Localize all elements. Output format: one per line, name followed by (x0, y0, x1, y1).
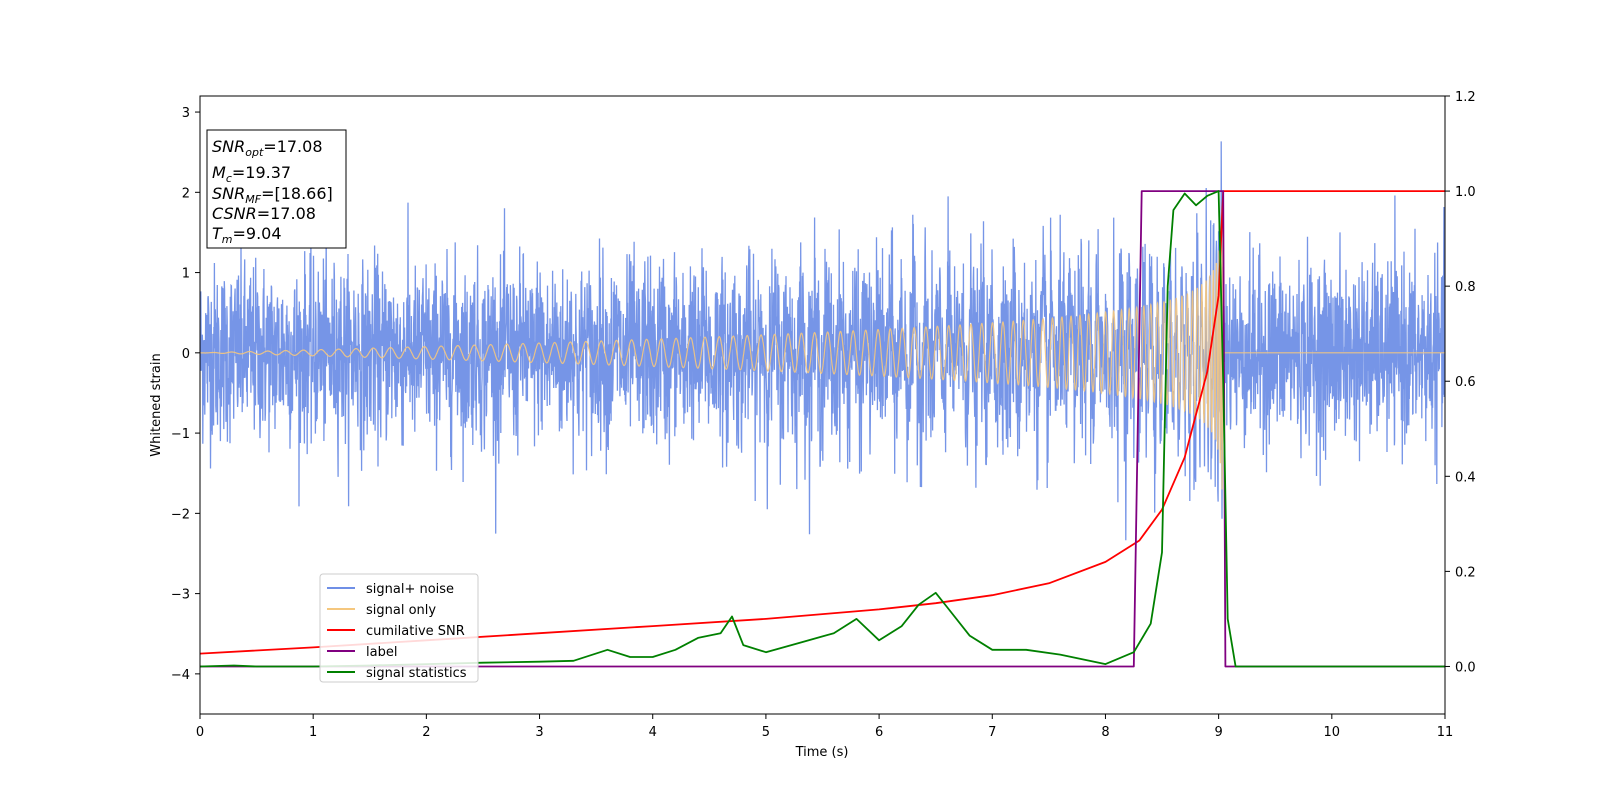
y-tick-label: 0 (182, 347, 190, 362)
x-tick-label: 8 (1101, 725, 1109, 740)
mc-value: =19.37 (232, 163, 291, 182)
x-tick-label: 4 (649, 725, 657, 740)
y2-tick-label: 1.2 (1455, 90, 1476, 105)
mc-label: M (212, 163, 226, 182)
x-axis-label: Time (s) (795, 745, 849, 760)
signal-noise-series (200, 141, 1445, 541)
y-tick-label: −4 (171, 668, 190, 683)
legend: signal+ noise signal only cumilative SNR la… (319, 573, 479, 683)
signal-noise-line (200, 141, 1445, 541)
tm-sub: m (222, 233, 233, 246)
y2-tick-label: 0.0 (1455, 660, 1476, 675)
x-tick-label: 6 (875, 725, 883, 740)
cumulative-snr-line (200, 190, 1445, 655)
y-tick-label: 1 (182, 267, 190, 282)
svg-text:SNRMF=[18.66]: SNRMF=[18.66] (212, 184, 333, 206)
y2-tick-label: 0.2 (1455, 565, 1476, 580)
x-tick-label: 11 (1437, 725, 1454, 740)
signal-only-series (200, 203, 1445, 490)
x-tick-label: 2 (422, 725, 430, 740)
x-axis: 0 1 2 3 4 5 6 7 8 9 10 11 (196, 714, 1453, 740)
x-tick-label: 3 (535, 725, 543, 740)
y2-tick-label: 0.6 (1455, 375, 1476, 390)
legend-signal-noise-label: signal+ noise (366, 582, 454, 597)
tm-value: =9.04 (233, 224, 282, 243)
tm-label: T (212, 224, 223, 243)
x-tick-label: 0 (196, 725, 204, 740)
snr-opt-label: SNR (212, 137, 245, 156)
snr-opt-sub: opt (245, 146, 264, 159)
svg-text:Tm=9.04: Tm=9.04 (212, 224, 282, 246)
csnr-label: CSNR (212, 204, 257, 223)
y-tick-label: 2 (182, 186, 190, 201)
right-axis-series (200, 190, 1445, 668)
x-tick-label: 9 (1214, 725, 1222, 740)
snr-mf-sub: MF (245, 193, 261, 206)
snr-mf-label: SNR (212, 184, 245, 203)
signal-statistics-line (200, 190, 1445, 668)
x-tick-label: 5 (762, 725, 770, 740)
y2-tick-label: 0.8 (1455, 280, 1476, 295)
annotation-box: SNRopt=17.08 Mc=19.37 SNRMF=[18.66] CSNR… (206, 129, 347, 249)
svg-text:Mc=19.37: Mc=19.37 (212, 163, 291, 185)
svg-text:CSNR=17.08: CSNR=17.08 (212, 204, 316, 223)
csnr-value: =17.08 (257, 204, 316, 223)
y-axis-left: −4 −3 −2 −1 0 1 2 3 (171, 106, 200, 683)
mc-sub: c (226, 172, 232, 185)
x-tick-label: 1 (309, 725, 317, 740)
y-axis-right: 0.0 0.2 0.4 0.6 0.8 1.0 1.2 (1445, 90, 1476, 675)
y-tick-label: 3 (182, 106, 190, 121)
y-axis-label: Whitened strain (149, 353, 164, 456)
plot-frame (199, 95, 1446, 715)
x-tick-label: 7 (988, 725, 996, 740)
y-tick-label: −1 (171, 427, 190, 442)
y2-tick-label: 1.0 (1455, 185, 1476, 200)
y-tick-label: −3 (171, 588, 190, 603)
legend-label-label: label (366, 645, 397, 660)
snr-opt-value: =17.08 (263, 137, 322, 156)
y2-tick-label: 0.4 (1455, 470, 1476, 485)
legend-cumulative-snr-label: cumilative SNR (366, 624, 465, 639)
legend-signal-only-label: signal only (366, 603, 436, 618)
snr-mf-value: =[18.66] (261, 184, 333, 203)
y-tick-label: −2 (171, 507, 190, 522)
legend-signal-statistics-label: signal statistics (366, 666, 467, 681)
svg-text:SNRopt=17.08: SNRopt=17.08 (212, 137, 323, 159)
x-tick-label: 10 (1324, 725, 1341, 740)
signal-only-line (200, 203, 1445, 490)
